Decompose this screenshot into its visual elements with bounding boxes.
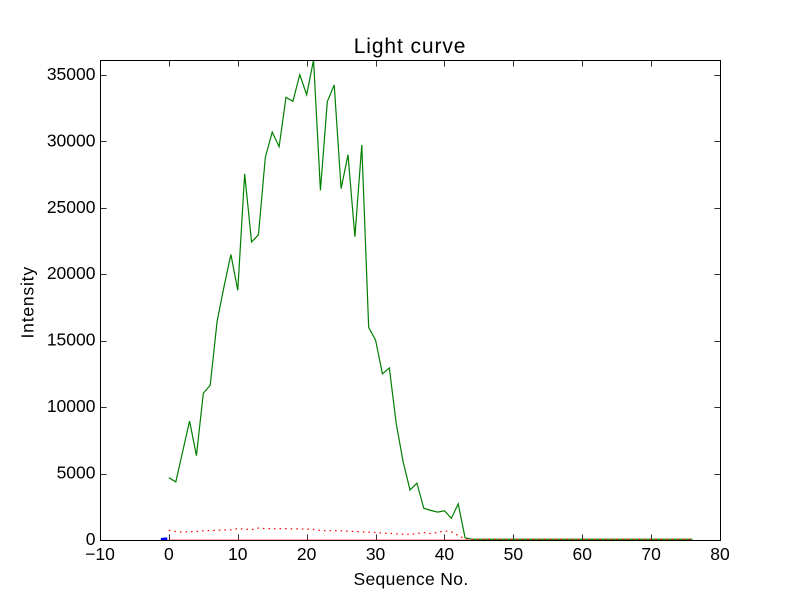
svg-text:70: 70 — [641, 544, 661, 564]
svg-text:15000: 15000 — [47, 330, 96, 350]
svg-text:10000: 10000 — [47, 396, 96, 416]
svg-text:40: 40 — [435, 544, 455, 564]
svg-text:25000: 25000 — [47, 197, 96, 217]
svg-text:30000: 30000 — [47, 130, 96, 150]
svg-text:10: 10 — [228, 544, 248, 564]
svg-text:35000: 35000 — [47, 64, 96, 84]
svg-text:30: 30 — [366, 544, 386, 564]
svg-text:0: 0 — [164, 544, 174, 564]
svg-text:60: 60 — [572, 544, 592, 564]
svg-text:Intensity: Intensity — [18, 266, 38, 338]
svg-text:20000: 20000 — [47, 263, 96, 283]
svg-text:Sequence No.: Sequence No. — [353, 569, 468, 589]
svg-text:20: 20 — [297, 544, 317, 564]
svg-text:−10: −10 — [85, 544, 115, 564]
svg-text:Light curve: Light curve — [354, 35, 467, 58]
svg-text:0: 0 — [86, 529, 96, 549]
svg-text:50: 50 — [504, 544, 524, 564]
svg-text:5000: 5000 — [57, 462, 96, 482]
svg-text:80: 80 — [710, 544, 730, 564]
